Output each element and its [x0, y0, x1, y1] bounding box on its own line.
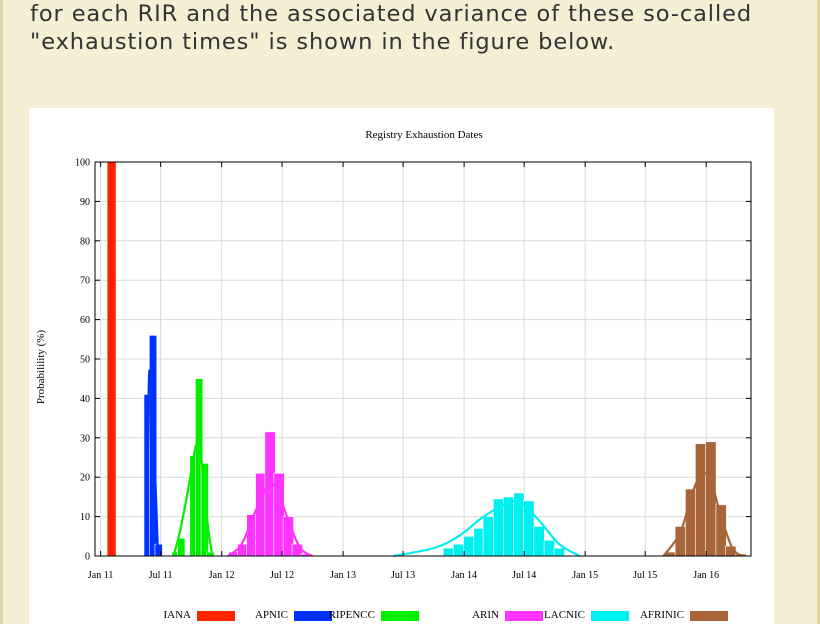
- legend-item-ripencc: RIPENCC: [329, 609, 419, 621]
- x-tick-label: Jul 13: [391, 570, 415, 581]
- bar-arin: [255, 472, 267, 557]
- x-tick-label: Jan 14: [451, 570, 477, 581]
- bar-lacnic: [482, 516, 494, 557]
- legend-item-arin: ARIN: [472, 609, 543, 621]
- exhaustion-chart: 0 10 20 30 40 50 60 70 80 90 100 Jan 11 Jul 11 Jan 12…: [35, 129, 752, 621]
- legend: IANA APNIC RIPENCC ARIN LACNIC AFRINIC: [164, 609, 728, 621]
- x-tick-label: Jan 15: [572, 570, 598, 581]
- legend-swatch: [505, 611, 543, 621]
- legend-swatch: [591, 611, 629, 621]
- legend-item-iana: IANA: [164, 609, 235, 621]
- y-tick-label: 10: [80, 512, 90, 523]
- y-tick-label: 70: [80, 276, 90, 287]
- bar-lacnic: [503, 496, 515, 557]
- intro-line-2: "exhaustion times" is shown in the figur…: [30, 29, 616, 55]
- y-tick-label: 0: [85, 552, 90, 563]
- bar-apnic: [148, 335, 158, 557]
- bar-afrinic: [695, 443, 707, 557]
- x-tick-label: Jul 15: [633, 570, 657, 581]
- legend-swatch: [381, 611, 419, 621]
- x-tick-label: Jan 11: [88, 570, 113, 581]
- bar-lacnic: [543, 539, 555, 557]
- fit-curve-lacnic: [392, 499, 581, 558]
- bar-lacnic: [442, 547, 455, 557]
- legend-label: LACNIC: [544, 609, 585, 621]
- x-tick-label: Jan 12: [209, 570, 235, 581]
- y-tick-label: 100: [75, 158, 90, 169]
- legend-swatch: [690, 611, 728, 621]
- x-tick-label: Jan 16: [693, 570, 719, 581]
- bar-lacnic: [533, 526, 545, 557]
- legend-swatch: [197, 611, 235, 621]
- x-tick-label: Jan 13: [330, 570, 356, 581]
- bar-ripencc: [206, 551, 215, 557]
- chart-figure: 0 10 20 30 40 50 60 70 80 90 100 Jan 11 Jul 11 Jan 12…: [29, 108, 774, 624]
- x-tick-label: Jul 14: [512, 570, 536, 581]
- y-tick-label: 90: [80, 197, 90, 208]
- y-tick-label: 20: [80, 473, 90, 484]
- fit-curve-afrinic: [662, 471, 744, 557]
- legend-label: IANA: [164, 609, 192, 621]
- bar-lacnic: [452, 543, 465, 557]
- y-tick-label: 40: [80, 394, 90, 405]
- y-tick-label: 80: [80, 236, 90, 247]
- intro-paragraph: for each RIR and the associated variance…: [30, 0, 790, 56]
- legend-label: ARIN: [472, 609, 499, 621]
- ticks: 0 10 20 30 40 50 60 70 80 90 100 Jan 11 Jul 11 Jan 12…: [75, 158, 751, 581]
- legend-swatch: [294, 611, 332, 621]
- y-tick-label: 50: [80, 355, 90, 366]
- y-tick-label: 30: [80, 433, 90, 444]
- chart-title: Registry Exhaustion Dates: [365, 129, 482, 141]
- fit-curves: [145, 369, 744, 558]
- intro-line-1: for each RIR and the associated variance…: [30, 1, 753, 27]
- legend-item-lacnic: LACNIC: [544, 609, 629, 621]
- bar-lacnic: [463, 535, 475, 557]
- legend-label: RIPENCC: [329, 609, 375, 621]
- x-tick-label: Jul 12: [270, 570, 294, 581]
- bar-lacnic: [473, 528, 485, 557]
- fit-curve-arin: [227, 482, 314, 557]
- bars: [106, 161, 747, 557]
- fit-curve-ripencc: [172, 443, 213, 557]
- bar-iana: [106, 161, 117, 557]
- bar-afrinic: [705, 441, 717, 557]
- legend-label: APNIC: [255, 609, 288, 621]
- y-axis-label: Probabilility (%): [35, 330, 47, 405]
- y-tick-label: 60: [80, 315, 90, 326]
- bar-lacnic: [553, 547, 565, 557]
- legend-item-afrinic: AFRINIC: [640, 609, 728, 621]
- legend-label: AFRINIC: [640, 609, 684, 621]
- legend-item-apnic: APNIC: [255, 609, 332, 621]
- x-tick-label: Jul 11: [149, 570, 173, 581]
- fit-curve-apnic: [145, 369, 160, 557]
